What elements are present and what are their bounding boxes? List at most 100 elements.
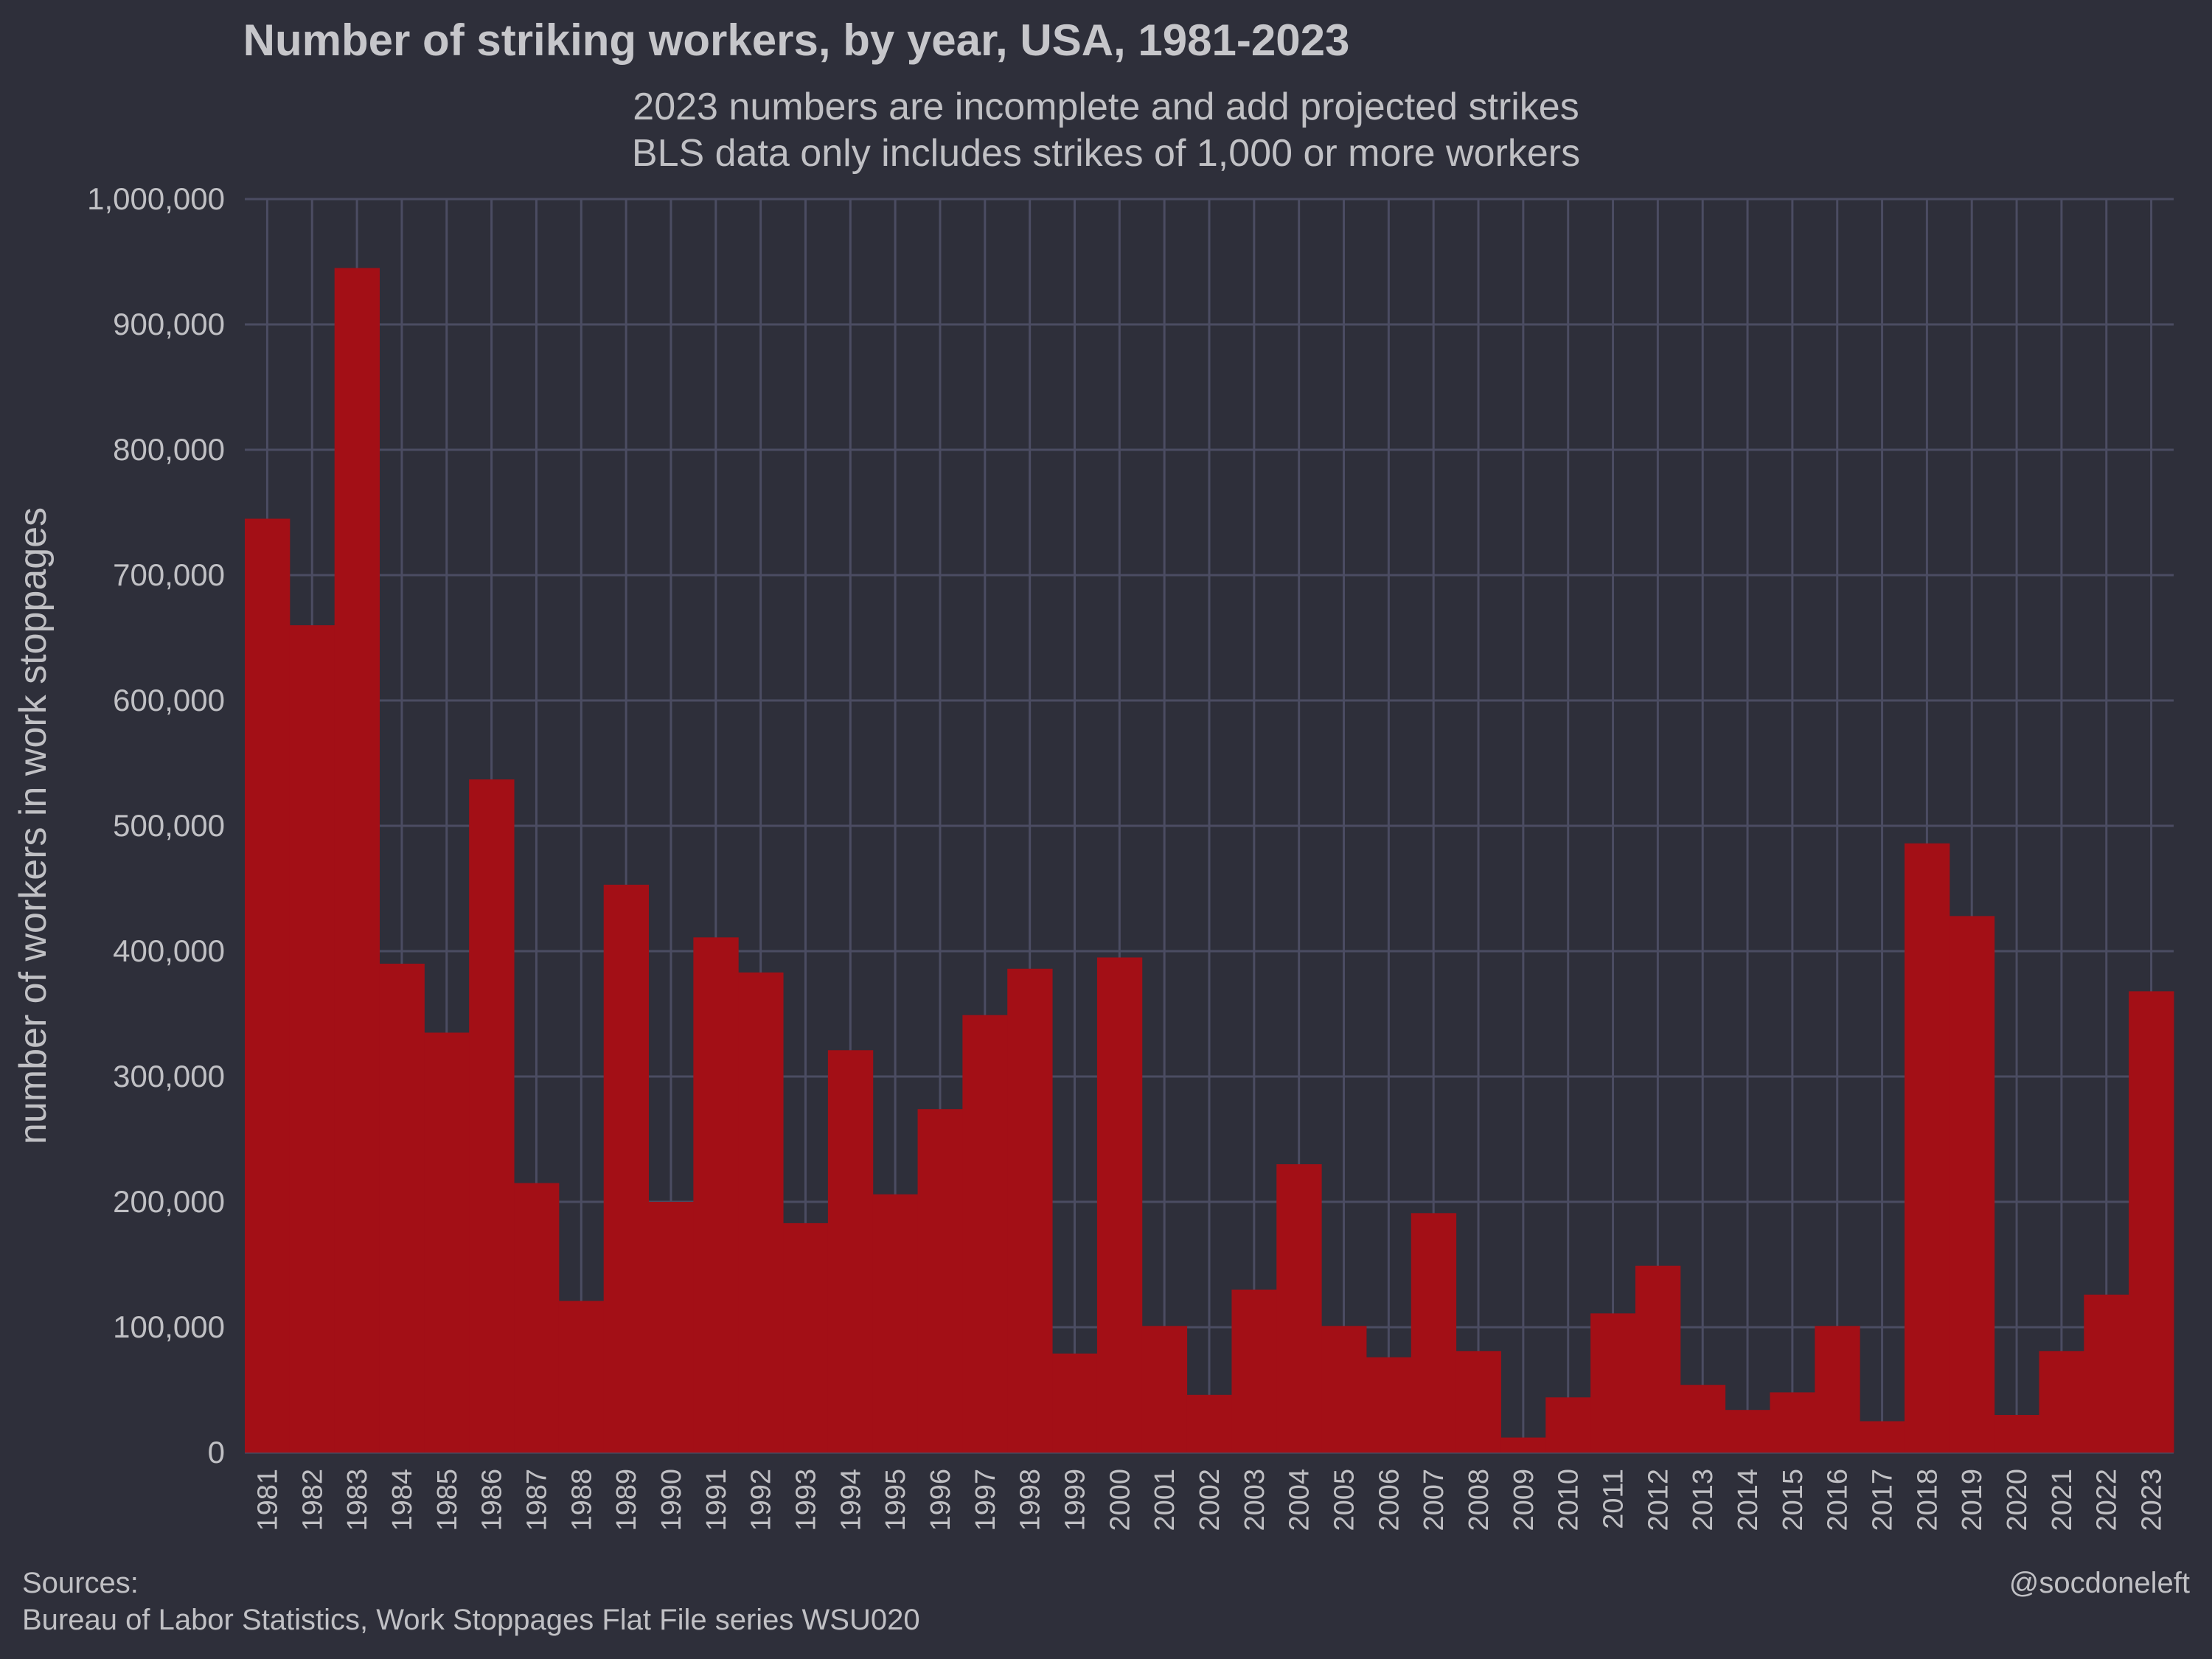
y-tick-label: 300,000 xyxy=(113,1059,225,1093)
sources-text: Bureau of Labor Statistics, Work Stoppag… xyxy=(22,1604,920,1636)
bar-1999 xyxy=(1052,1353,1098,1453)
bar-1995 xyxy=(872,1194,919,1453)
y-tick-label: 400,000 xyxy=(113,933,225,968)
bar-1989 xyxy=(603,884,650,1453)
x-tick-label: 2001 xyxy=(1150,1469,1180,1531)
x-axis-ticks: 1981 1982 1983 1984 1985 1986 1987 1988 1989 1990… xyxy=(252,1469,2167,1531)
x-tick-label: 1985 xyxy=(432,1469,463,1531)
x-tick-label: 2007 xyxy=(1419,1469,1450,1531)
bar-2002 xyxy=(1186,1394,1232,1453)
chart-subtitle-line-1: 2023 numbers are incomplete and add proj… xyxy=(633,86,1579,128)
x-tick-label: 1995 xyxy=(880,1469,911,1531)
x-tick-label: 2017 xyxy=(1868,1469,1899,1531)
y-tick-label: 800,000 xyxy=(113,432,225,467)
bar-1991 xyxy=(693,937,739,1453)
bar-2015 xyxy=(1770,1392,1815,1453)
x-tick-label: 2009 xyxy=(1509,1469,1540,1531)
bar-2023 xyxy=(2129,991,2174,1453)
bar-2012 xyxy=(1635,1265,1681,1453)
bar-2011 xyxy=(1590,1313,1636,1453)
x-tick-label: 2010 xyxy=(1554,1469,1585,1531)
x-tick-label: 2020 xyxy=(2002,1469,2033,1531)
x-tick-label: 2012 xyxy=(1643,1469,1674,1531)
x-tick-label: 1983 xyxy=(342,1469,373,1531)
x-tick-label: 2004 xyxy=(1284,1469,1315,1531)
bar-2004 xyxy=(1276,1164,1322,1453)
bar-2022 xyxy=(2084,1294,2129,1453)
bar-2003 xyxy=(1231,1290,1277,1453)
x-tick-label: 2013 xyxy=(1688,1469,1719,1531)
bar-1997 xyxy=(962,1015,1008,1453)
x-tick-label: 2003 xyxy=(1239,1469,1270,1531)
x-tick-label: 1989 xyxy=(611,1469,642,1531)
bar-2019 xyxy=(1949,916,1995,1453)
bar-2007 xyxy=(1411,1213,1457,1453)
x-tick-label: 1988 xyxy=(566,1469,597,1531)
bar-2001 xyxy=(1141,1326,1188,1453)
x-tick-label: 1994 xyxy=(835,1469,866,1531)
x-tick-label: 1991 xyxy=(701,1469,732,1531)
x-tick-label: 1993 xyxy=(790,1469,821,1531)
bar-1992 xyxy=(738,972,784,1453)
x-tick-label: 1981 xyxy=(252,1469,283,1531)
x-tick-label: 1986 xyxy=(477,1469,508,1531)
bars xyxy=(245,268,2174,1453)
x-tick-label: 1998 xyxy=(1015,1469,1046,1531)
x-tick-label: 1996 xyxy=(925,1469,956,1531)
y-tick-label: 600,000 xyxy=(113,683,225,717)
sources-label: Sources: xyxy=(22,1567,139,1599)
bar-1984 xyxy=(379,964,425,1453)
y-tick-label: 1,000,000 xyxy=(87,181,225,216)
bar-2021 xyxy=(2039,1351,2084,1453)
x-tick-label: 1997 xyxy=(970,1469,1001,1531)
x-tick-label: 2005 xyxy=(1329,1469,1360,1531)
bar-2018 xyxy=(1904,843,1950,1453)
bar-1987 xyxy=(514,1183,560,1453)
x-tick-label: 2014 xyxy=(1733,1469,1764,1531)
bar-1985 xyxy=(424,1032,470,1453)
bar-1988 xyxy=(558,1301,605,1453)
bar-2016 xyxy=(1815,1326,1860,1453)
bar-1983 xyxy=(334,268,380,1453)
x-tick-label: 1992 xyxy=(746,1469,777,1531)
bar-1993 xyxy=(783,1222,829,1453)
y-tick-label: 900,000 xyxy=(113,307,225,341)
x-tick-label: 2022 xyxy=(2092,1469,2123,1531)
y-axis-label: number of workers in work stoppages xyxy=(12,507,55,1144)
x-tick-label: 2018 xyxy=(1912,1469,1943,1531)
x-tick-label: 2011 xyxy=(1599,1469,1630,1529)
x-tick-label: 1982 xyxy=(297,1469,328,1531)
x-tick-label: 1984 xyxy=(387,1469,418,1531)
y-tick-label: 500,000 xyxy=(113,808,225,843)
bar-1994 xyxy=(827,1050,874,1453)
x-tick-label: 1999 xyxy=(1060,1469,1091,1531)
bar-1982 xyxy=(289,625,335,1453)
y-tick-label: 200,000 xyxy=(113,1184,225,1219)
x-tick-label: 2023 xyxy=(2137,1469,2168,1531)
y-tick-label: 700,000 xyxy=(113,557,225,592)
chart-title: Number of striking workers, by year, USA… xyxy=(243,15,1350,65)
bar-2017 xyxy=(1860,1421,1905,1453)
chart-subtitle-line-2: BLS data only includes strikes of 1,000 … xyxy=(632,132,1580,175)
bar-2010 xyxy=(1545,1397,1591,1453)
bar-1981 xyxy=(245,518,291,1453)
x-tick-label: 2008 xyxy=(1464,1469,1495,1531)
bar-1986 xyxy=(469,779,515,1453)
x-tick-label: 2019 xyxy=(1957,1469,1988,1531)
credit-handle: @socdoneleft xyxy=(2009,1567,2190,1599)
x-tick-label: 1990 xyxy=(656,1469,687,1531)
bar-2006 xyxy=(1366,1357,1412,1453)
bar-2014 xyxy=(1725,1410,1770,1453)
bar-2013 xyxy=(1680,1385,1726,1453)
bar-2008 xyxy=(1455,1351,1501,1453)
bar-2020 xyxy=(1994,1415,2039,1453)
x-tick-label: 1987 xyxy=(521,1469,552,1531)
x-tick-label: 2021 xyxy=(2047,1469,2078,1531)
x-tick-label: 2006 xyxy=(1374,1469,1405,1531)
x-tick-label: 2002 xyxy=(1194,1469,1225,1531)
y-axis-ticks: 0 100,000 200,000 300,000 400,000 500,000 600,… xyxy=(87,181,225,1470)
bar-1998 xyxy=(1007,968,1053,1453)
x-tick-label: 2015 xyxy=(1778,1469,1809,1531)
y-tick-label: 0 xyxy=(208,1435,225,1470)
